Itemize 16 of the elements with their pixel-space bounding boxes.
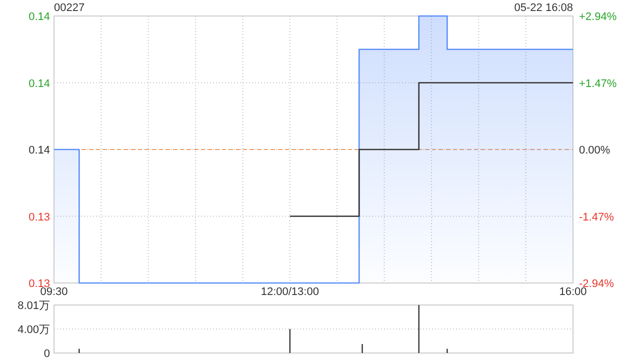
- text: 05-22 16:08: [514, 2, 573, 14]
- y2-tick-label: 0.00%: [579, 144, 610, 156]
- x-tick-label: 16:00: [559, 286, 587, 298]
- y-tick-label: 0.14: [28, 11, 50, 23]
- y-tick-label: 0.14: [28, 78, 50, 90]
- y-tick-label: 0.13: [28, 211, 50, 224]
- y-tick-label: 4.00万: [18, 324, 50, 336]
- x-tick-label: 12:00/13:00: [260, 286, 319, 298]
- y2-tick-label: +1.47%: [579, 78, 617, 90]
- chart-title: 00227: [54, 2, 85, 14]
- y2-tick-label: +2.94%: [579, 11, 617, 23]
- x-tick-label: 09:30: [40, 286, 68, 298]
- y2-tick-label: -1.47%: [579, 211, 614, 224]
- y-tick-label: 8.01万: [18, 300, 50, 312]
- y-tick-label: 0.14: [28, 144, 50, 156]
- y-tick-label: 0: [44, 348, 50, 360]
